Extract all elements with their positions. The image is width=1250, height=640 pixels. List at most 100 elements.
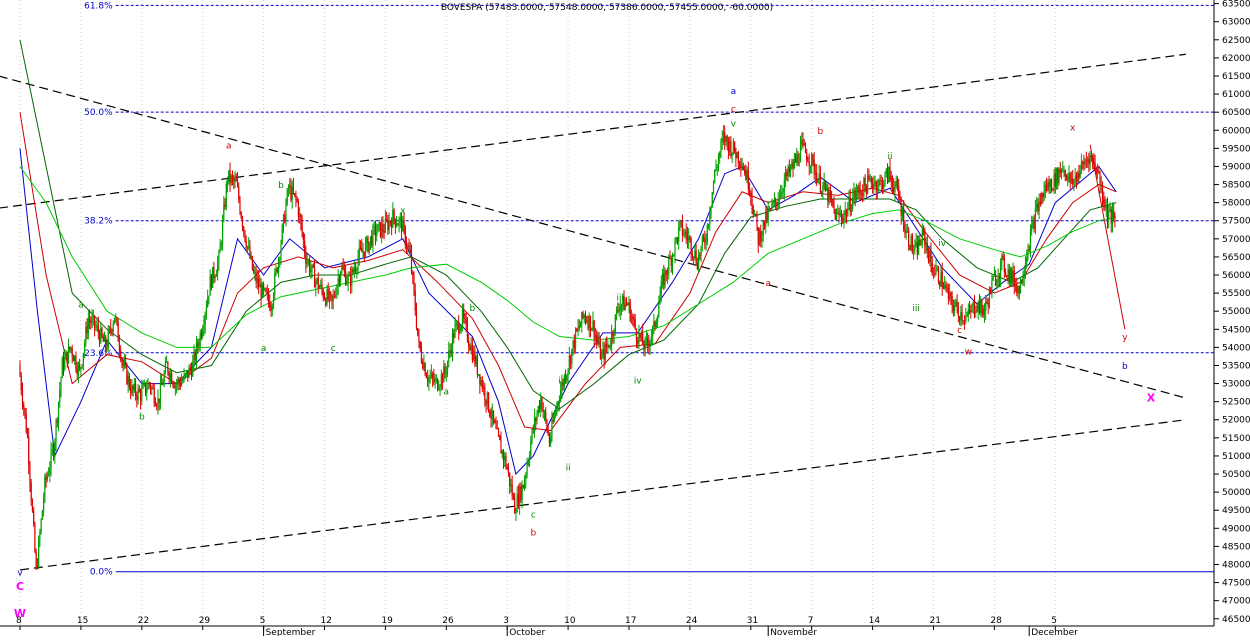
candle-body <box>536 413 538 422</box>
candle-body <box>910 235 912 250</box>
x-tick-label: 17 <box>625 616 636 626</box>
candle-body <box>1022 277 1024 284</box>
candle-body <box>870 178 872 183</box>
candle-body <box>1036 204 1038 209</box>
candle-body <box>1003 257 1005 273</box>
candle-body <box>976 311 978 313</box>
wave-label: a <box>765 279 771 289</box>
candle-body <box>343 269 345 272</box>
candle-body <box>66 351 68 363</box>
candle-body <box>649 340 651 347</box>
x-axis: 8 15 22 29 5 12 19 26 3 10 17 24 31 7 14 21 28 5September… <box>16 616 1078 638</box>
candle-body <box>1070 178 1073 183</box>
candle-body <box>176 383 178 386</box>
candle-body <box>279 258 281 260</box>
candle-body <box>773 198 776 203</box>
candle-body <box>439 385 441 389</box>
candle-body <box>880 179 882 182</box>
candle-body <box>376 232 378 237</box>
candle-body <box>701 237 703 247</box>
candle-body <box>756 214 758 228</box>
candle-body <box>133 383 135 390</box>
candle-body <box>951 296 953 306</box>
candle-body <box>609 346 611 348</box>
candle-body <box>391 222 393 228</box>
candle-body <box>478 374 480 376</box>
y-tick-label: 57000 <box>1222 235 1250 245</box>
candle-body <box>509 472 511 487</box>
candle-body <box>377 224 379 233</box>
candle-body <box>306 261 308 265</box>
candle-body <box>819 173 821 192</box>
candle-body <box>304 240 306 253</box>
candle-body <box>264 288 266 290</box>
candle-body <box>174 385 176 388</box>
candle-body <box>45 476 47 480</box>
candle-body <box>793 158 795 169</box>
candle-body <box>384 218 386 233</box>
candle-body <box>1046 184 1048 191</box>
x-tick-label: 24 <box>686 616 698 626</box>
x-tick-label: 14 <box>869 616 881 626</box>
candle-body <box>19 365 21 376</box>
candle-body <box>199 332 201 346</box>
candle-body <box>125 362 127 365</box>
candle-body <box>485 399 487 405</box>
candle-body <box>598 341 600 345</box>
candle-body <box>710 206 712 215</box>
candle-body <box>688 236 690 241</box>
candle-body <box>730 140 732 156</box>
candle-body <box>603 348 605 360</box>
y-tick-label: 60000 <box>1222 126 1250 136</box>
candle-body <box>618 310 620 312</box>
candle-body <box>178 379 180 383</box>
candle-body <box>394 218 396 227</box>
candle-body <box>990 288 992 295</box>
candle-body <box>215 274 217 277</box>
candle-body <box>725 135 727 143</box>
candle-body <box>327 289 329 300</box>
candle-body <box>806 152 808 162</box>
y-tick-label: 61500 <box>1222 72 1250 82</box>
candle-body <box>93 315 96 328</box>
candle-body <box>972 302 974 306</box>
candle-body <box>414 290 416 312</box>
candle-body <box>412 271 414 276</box>
candle-body <box>613 332 615 337</box>
candle-body <box>743 170 746 172</box>
candle-body <box>1068 173 1070 177</box>
candle-body <box>1095 169 1097 175</box>
y-tick-label: 55500 <box>1222 289 1250 299</box>
candle-body <box>830 197 833 200</box>
candle-body <box>1077 173 1079 182</box>
candle-body <box>577 326 579 331</box>
candle-body <box>1104 203 1106 209</box>
wave-label: c <box>957 326 962 336</box>
y-tick-label: 49000 <box>1222 524 1250 534</box>
candle-body <box>524 479 526 489</box>
candle-body <box>840 213 843 219</box>
candle-body <box>369 236 372 242</box>
candle-body <box>173 384 175 388</box>
candle-body <box>190 369 193 377</box>
x-tick-label: 5 <box>260 616 266 626</box>
candle-body <box>998 276 1000 278</box>
candle-body <box>203 324 205 330</box>
candle-body <box>873 183 875 188</box>
candle-body <box>729 140 731 152</box>
candle-body <box>1082 162 1084 164</box>
candle-body <box>194 351 196 361</box>
candle-body <box>65 351 67 358</box>
candle-body <box>224 204 226 207</box>
candle-body <box>560 390 562 401</box>
candle-body <box>674 239 676 255</box>
candle-body <box>664 270 666 286</box>
candle-body <box>473 350 475 361</box>
candle-body <box>685 231 687 236</box>
candle-body <box>1019 280 1022 294</box>
candle-body <box>487 392 490 411</box>
candle-body <box>1062 169 1064 171</box>
ma-dkgreen <box>19 39 1117 410</box>
candle-body <box>566 375 568 381</box>
candle-body <box>1008 269 1010 282</box>
